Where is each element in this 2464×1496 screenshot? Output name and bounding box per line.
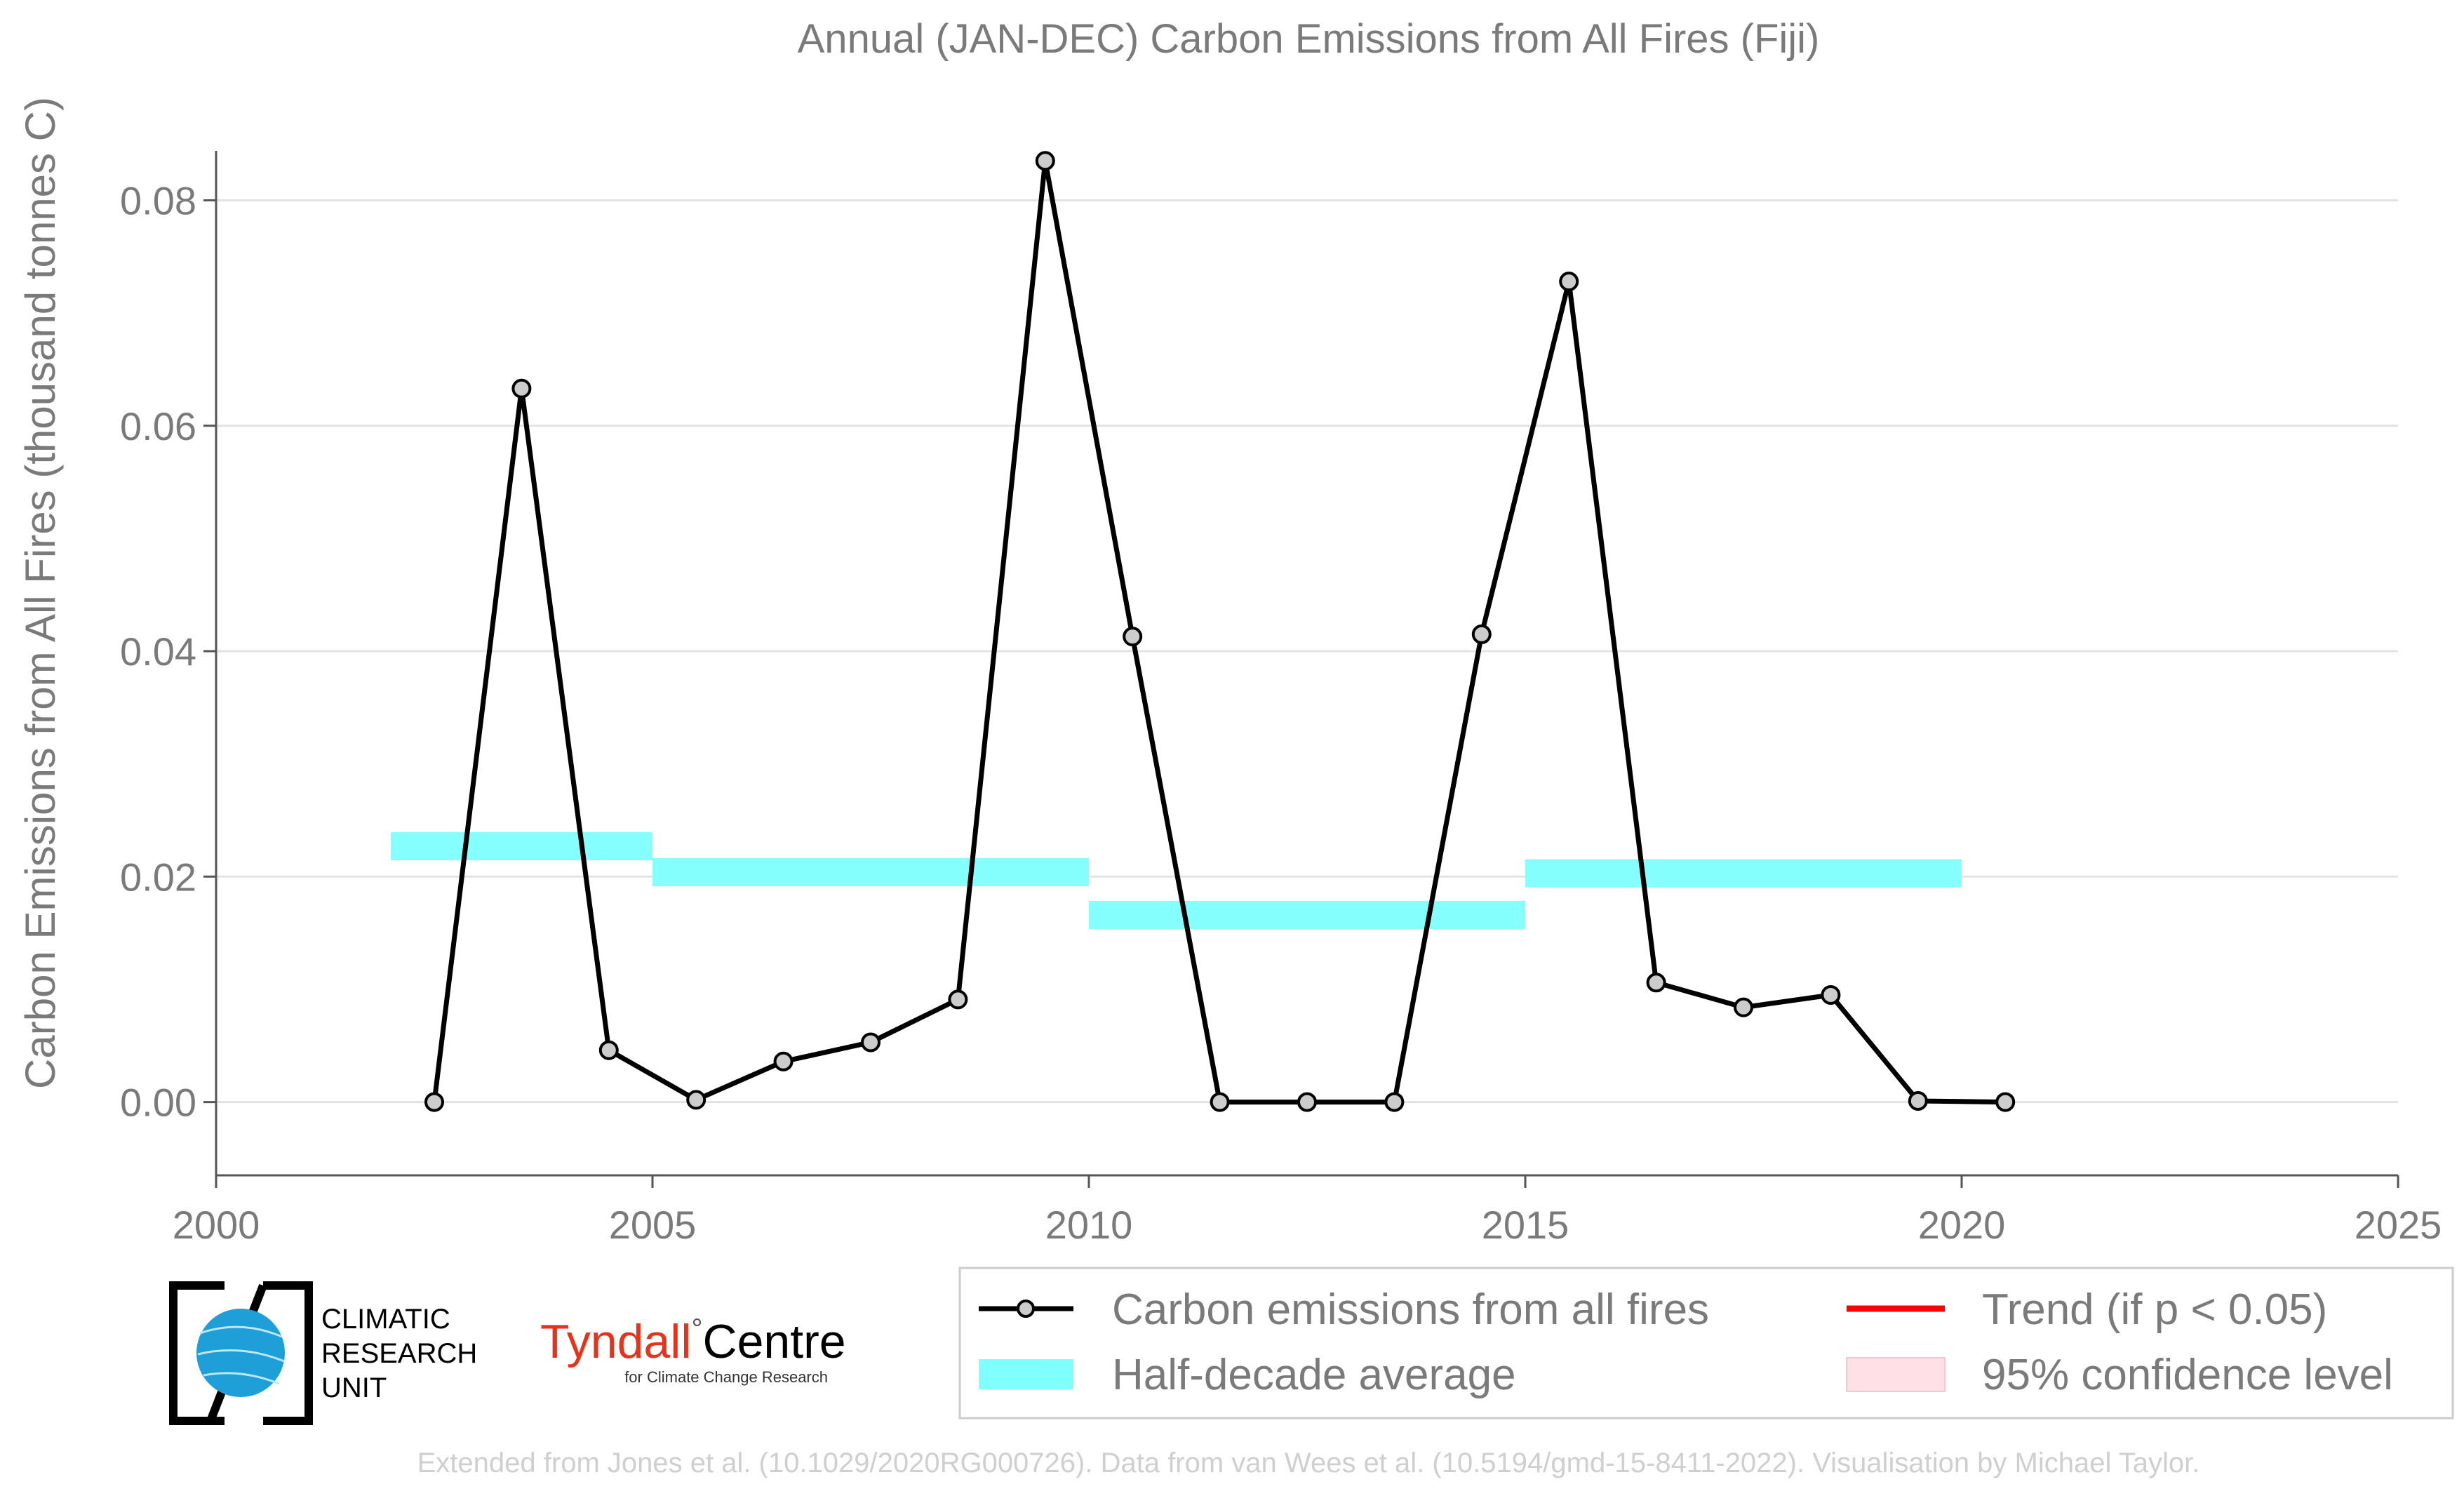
x-tick-label: 2010 bbox=[1045, 1203, 1133, 1247]
emissions-point bbox=[861, 1032, 881, 1053]
half-decade-bar bbox=[1525, 859, 1962, 888]
half-decade-bar bbox=[652, 857, 1089, 886]
emissions-point bbox=[1210, 1092, 1230, 1112]
y-tick-label: 0.04 bbox=[120, 629, 196, 674]
emissions-point bbox=[1995, 1092, 2016, 1112]
half-decade-bar bbox=[1089, 900, 1525, 930]
chart-title: Annual (JAN-DEC) Carbon Emissions from A… bbox=[798, 16, 1820, 62]
emissions-point bbox=[598, 1040, 619, 1060]
legend: Carbon emissions from all fires Trend (i… bbox=[958, 1267, 2454, 1420]
cru-logo-line1: CLIMATIC bbox=[321, 1304, 450, 1335]
tyndall-logo-part2: Centre bbox=[702, 1315, 845, 1368]
axes: 0.00 0.02 0.04 0.06 0.08 2000 2005 2010 2015 2020… bbox=[120, 151, 2442, 1247]
emissions-point bbox=[948, 989, 968, 1010]
y-tick-label: 0.02 bbox=[120, 855, 196, 899]
x-tick-label: 2005 bbox=[609, 1203, 697, 1247]
tyndall-logo-degree: ° bbox=[691, 1314, 702, 1344]
half-decade-average-bars bbox=[390, 832, 1962, 930]
svg-text:Tyndall°Centre: Tyndall°Centre bbox=[540, 1314, 846, 1368]
emissions-point bbox=[1297, 1092, 1317, 1112]
legend-item-half-decade: Half-decade average bbox=[979, 1351, 1516, 1399]
cru-logo-line2: RESEARCH bbox=[321, 1338, 477, 1369]
y-tick-label: 0.06 bbox=[120, 404, 196, 448]
legend-item-emissions: Carbon emissions from all fires bbox=[979, 1285, 1709, 1334]
x-tick-label: 2025 bbox=[2355, 1203, 2442, 1247]
legend-frame bbox=[958, 1267, 2454, 1420]
emissions-line-series bbox=[431, 158, 2006, 1105]
legend-item-trend: Trend (if p < 0.05) bbox=[1847, 1285, 2327, 1334]
emissions-point bbox=[1035, 151, 1055, 171]
legend-label-half-decade: Half-decade average bbox=[1112, 1351, 1516, 1399]
emissions-point bbox=[1646, 973, 1666, 993]
emissions-point bbox=[1559, 272, 1579, 292]
tyndall-logo-part1: Tyndall bbox=[540, 1315, 691, 1368]
legend-label-confidence: 95% confidence level bbox=[1982, 1351, 2393, 1399]
cru-logo-line3: UNIT bbox=[321, 1373, 387, 1403]
legend-label-emissions: Carbon emissions from all fires bbox=[1112, 1285, 1709, 1334]
cru-logo: CLIMATIC RESEARCH UNIT bbox=[169, 1281, 477, 1425]
x-tick-label: 2015 bbox=[1482, 1203, 1569, 1247]
emissions-point bbox=[686, 1090, 707, 1110]
x-tick-label: 2020 bbox=[1918, 1203, 2006, 1247]
gridlines bbox=[216, 199, 2398, 1104]
credit-line: Extended from Jones et al. (10.1029/2020… bbox=[417, 1448, 2200, 1478]
half-decade-bar bbox=[390, 832, 652, 861]
y-tick-label: 0.08 bbox=[120, 178, 196, 222]
emissions-point bbox=[1384, 1092, 1405, 1112]
emissions-point bbox=[1123, 627, 1143, 647]
emissions-point bbox=[511, 378, 532, 399]
emissions-point bbox=[1471, 624, 1492, 644]
tyndall-logo-subtitle: for Climate Change Research bbox=[624, 1368, 828, 1386]
y-axis-label: Carbon Emissions from All Fires (thousan… bbox=[17, 97, 64, 1089]
emissions-point bbox=[1821, 984, 1841, 1005]
emissions-line bbox=[431, 158, 2006, 1105]
y-tick-label: 0.00 bbox=[120, 1081, 196, 1125]
emissions-point bbox=[424, 1092, 444, 1112]
legend-item-confidence: 95% confidence level bbox=[1846, 1351, 2393, 1399]
tyndall-logo: Tyndall°Centre for Climate Change Resear… bbox=[540, 1314, 846, 1386]
emissions-point bbox=[1908, 1090, 1928, 1111]
emissions-point bbox=[1734, 997, 1753, 1017]
legend-label-trend: Trend (if p < 0.05) bbox=[1982, 1285, 2327, 1334]
emissions-point bbox=[773, 1051, 794, 1071]
emissions-points bbox=[424, 151, 2016, 1112]
x-tick-label: 2000 bbox=[173, 1203, 260, 1247]
